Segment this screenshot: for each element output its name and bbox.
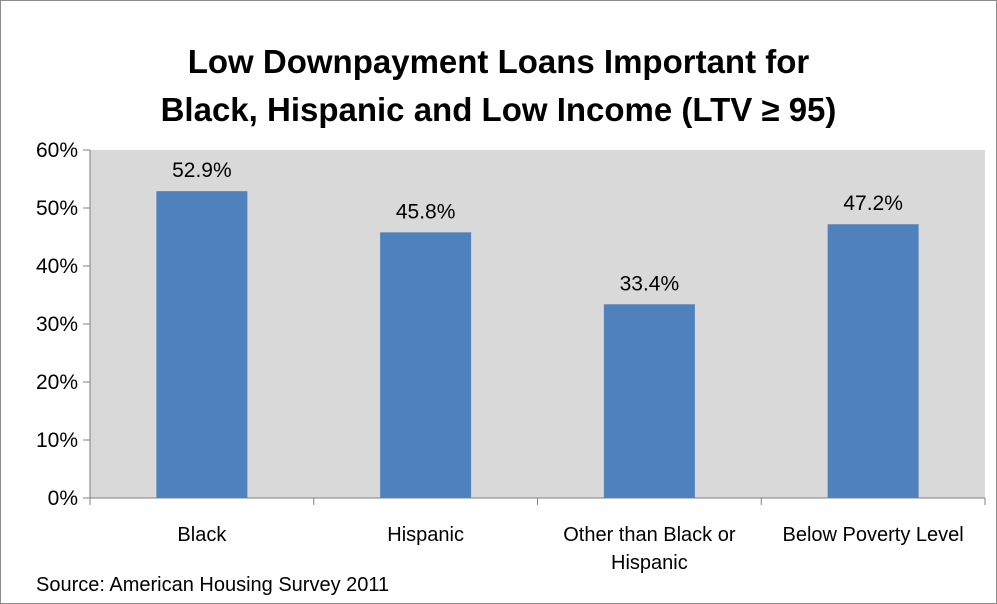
x-tick-label: Below Poverty Level (783, 524, 964, 546)
y-tick-label: 50% (36, 197, 78, 220)
data-label: 45.8% (396, 200, 456, 223)
y-axis: 0% 10% 20% 30% 40% 50% 60% (36, 139, 91, 510)
chart-title: Low Downpayment Loans Important for Blac… (0, 38, 997, 134)
data-label: 52.9% (172, 159, 232, 182)
data-label: 33.4% (620, 272, 680, 295)
x-axis: Black Hispanic Other than Black or Hispanic… (89, 497, 986, 574)
data-label: 47.2% (843, 192, 903, 215)
y-tick-label: 0% (48, 487, 78, 510)
source-note: Source: American Housing Survey 2011 (36, 574, 390, 596)
y-tick-label: 60% (36, 139, 78, 162)
bar (827, 224, 919, 499)
bars: 52.9% 45.8% 33.4% 47.2% (156, 159, 919, 499)
y-tick-label: 10% (36, 429, 78, 452)
y-tick-label: 30% (36, 313, 78, 336)
y-tick-label: 20% (36, 371, 78, 394)
x-tick-label: Black (177, 524, 227, 546)
chart-title-line-2: Black, Hispanic and Low Income (LTV ≥ 95… (160, 91, 837, 128)
bar (603, 304, 695, 498)
bar (156, 191, 248, 498)
x-tick-label: Hispanic (387, 524, 464, 546)
chart-title-line-1: Low Downpayment Loans Important for (187, 43, 810, 80)
y-tick-label: 40% (36, 255, 78, 278)
x-tick-label: Other than Black or Hispanic (563, 524, 736, 574)
bar (380, 232, 472, 499)
